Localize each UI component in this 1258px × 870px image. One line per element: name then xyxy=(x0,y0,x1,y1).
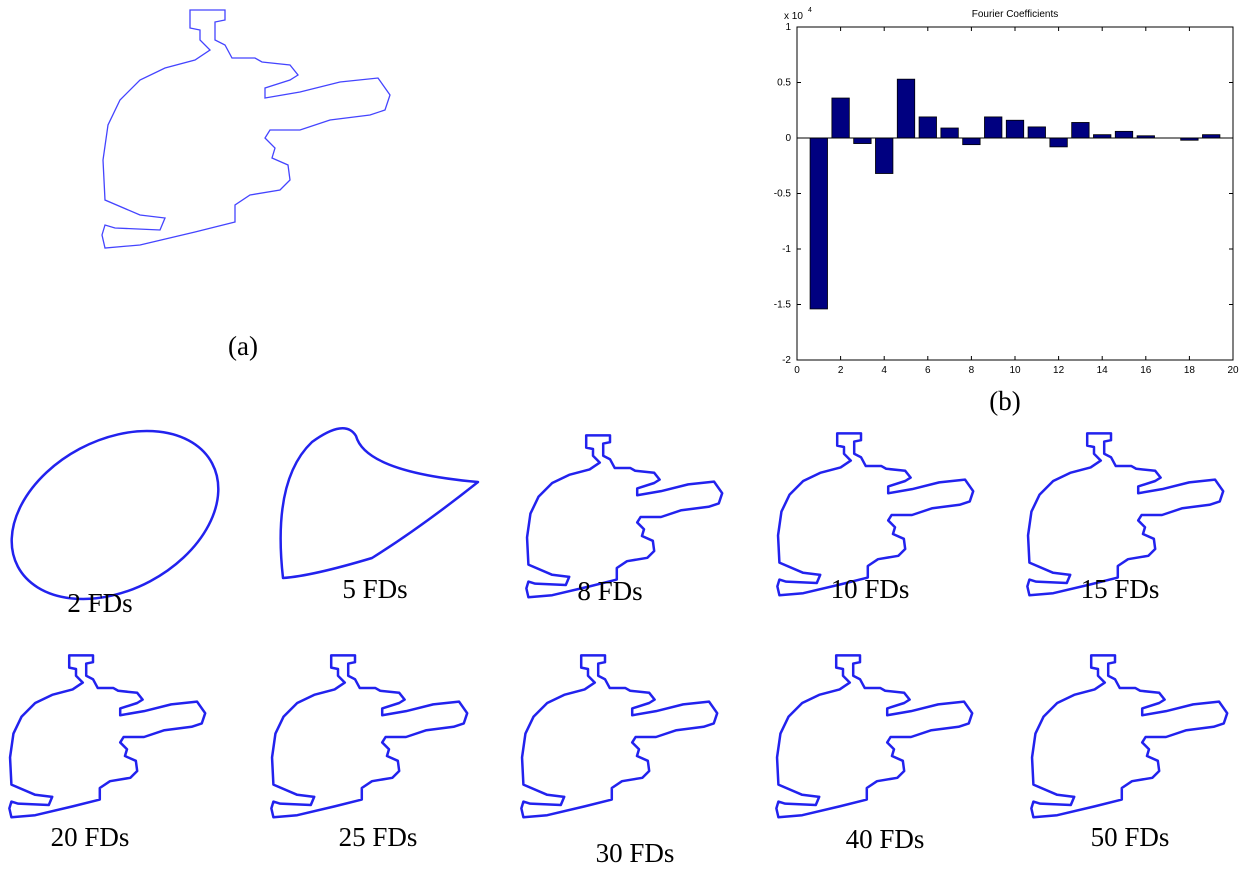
caption: 50 FDs xyxy=(1091,822,1170,852)
y-tick-label: 0.5 xyxy=(777,78,791,89)
caption: 25 FDs xyxy=(339,822,418,852)
y-tick-label: -1 xyxy=(782,244,791,255)
contour xyxy=(281,428,478,578)
x-tick-label: 14 xyxy=(1097,365,1109,376)
caption: 15 FDs xyxy=(1081,574,1160,604)
caption: 2 FDs xyxy=(67,588,132,618)
caption: 40 FDs xyxy=(846,824,925,854)
bar xyxy=(1006,120,1023,138)
y-tick-label: -2 xyxy=(782,355,791,366)
bar xyxy=(897,79,914,138)
contour xyxy=(9,655,205,817)
x-tick-label: 20 xyxy=(1227,365,1239,376)
bar xyxy=(919,117,936,138)
bar xyxy=(1028,127,1045,138)
bar xyxy=(984,117,1001,138)
y-tick-label: -1.5 xyxy=(774,300,792,311)
contour xyxy=(777,433,973,595)
caption: 20 FDs xyxy=(51,822,130,852)
contour xyxy=(1027,433,1223,595)
contour xyxy=(526,435,722,597)
x-tick-label: 10 xyxy=(1009,365,1021,376)
plot-frame xyxy=(797,27,1233,360)
panel-label: (a) xyxy=(228,331,258,361)
contour xyxy=(521,655,717,817)
chart-title: Fourier Coefficients xyxy=(972,9,1059,20)
contour xyxy=(776,655,972,817)
bar xyxy=(941,128,958,138)
caption: 8 FDs xyxy=(577,576,642,606)
y-multiplier: x 10 xyxy=(784,11,803,22)
x-tick-label: 6 xyxy=(925,365,931,376)
bar xyxy=(1072,122,1089,138)
y-tick-label: 0 xyxy=(785,133,791,144)
original-contour xyxy=(102,10,390,248)
caption: 30 FDs xyxy=(596,838,675,868)
y-tick-label: 1 xyxy=(785,22,791,33)
y-tick-label: -0.5 xyxy=(774,189,792,200)
bar xyxy=(854,138,871,144)
contour xyxy=(1031,655,1227,817)
x-tick-label: 8 xyxy=(969,365,975,376)
x-tick-label: 0 xyxy=(794,365,800,376)
x-tick-label: 2 xyxy=(838,365,844,376)
x-tick-label: 12 xyxy=(1053,365,1065,376)
bar xyxy=(963,138,980,145)
y-multiplier-exponent: 4 xyxy=(808,7,812,14)
bar xyxy=(875,138,892,174)
caption: 10 FDs xyxy=(831,574,910,604)
x-tick-label: 18 xyxy=(1184,365,1196,376)
x-tick-label: 16 xyxy=(1140,365,1152,376)
x-tick-label: 4 xyxy=(881,365,887,376)
bar xyxy=(1115,131,1132,138)
caption: 5 FDs xyxy=(342,574,407,604)
contour xyxy=(271,655,467,817)
bar xyxy=(1050,138,1067,147)
bar xyxy=(832,98,849,138)
panel-label: (b) xyxy=(989,386,1020,416)
figure: (a) (b) 2 FDs 5 FDs 8 FDs 10 FDs 15 FDs … xyxy=(0,0,1258,870)
bar xyxy=(810,138,827,309)
